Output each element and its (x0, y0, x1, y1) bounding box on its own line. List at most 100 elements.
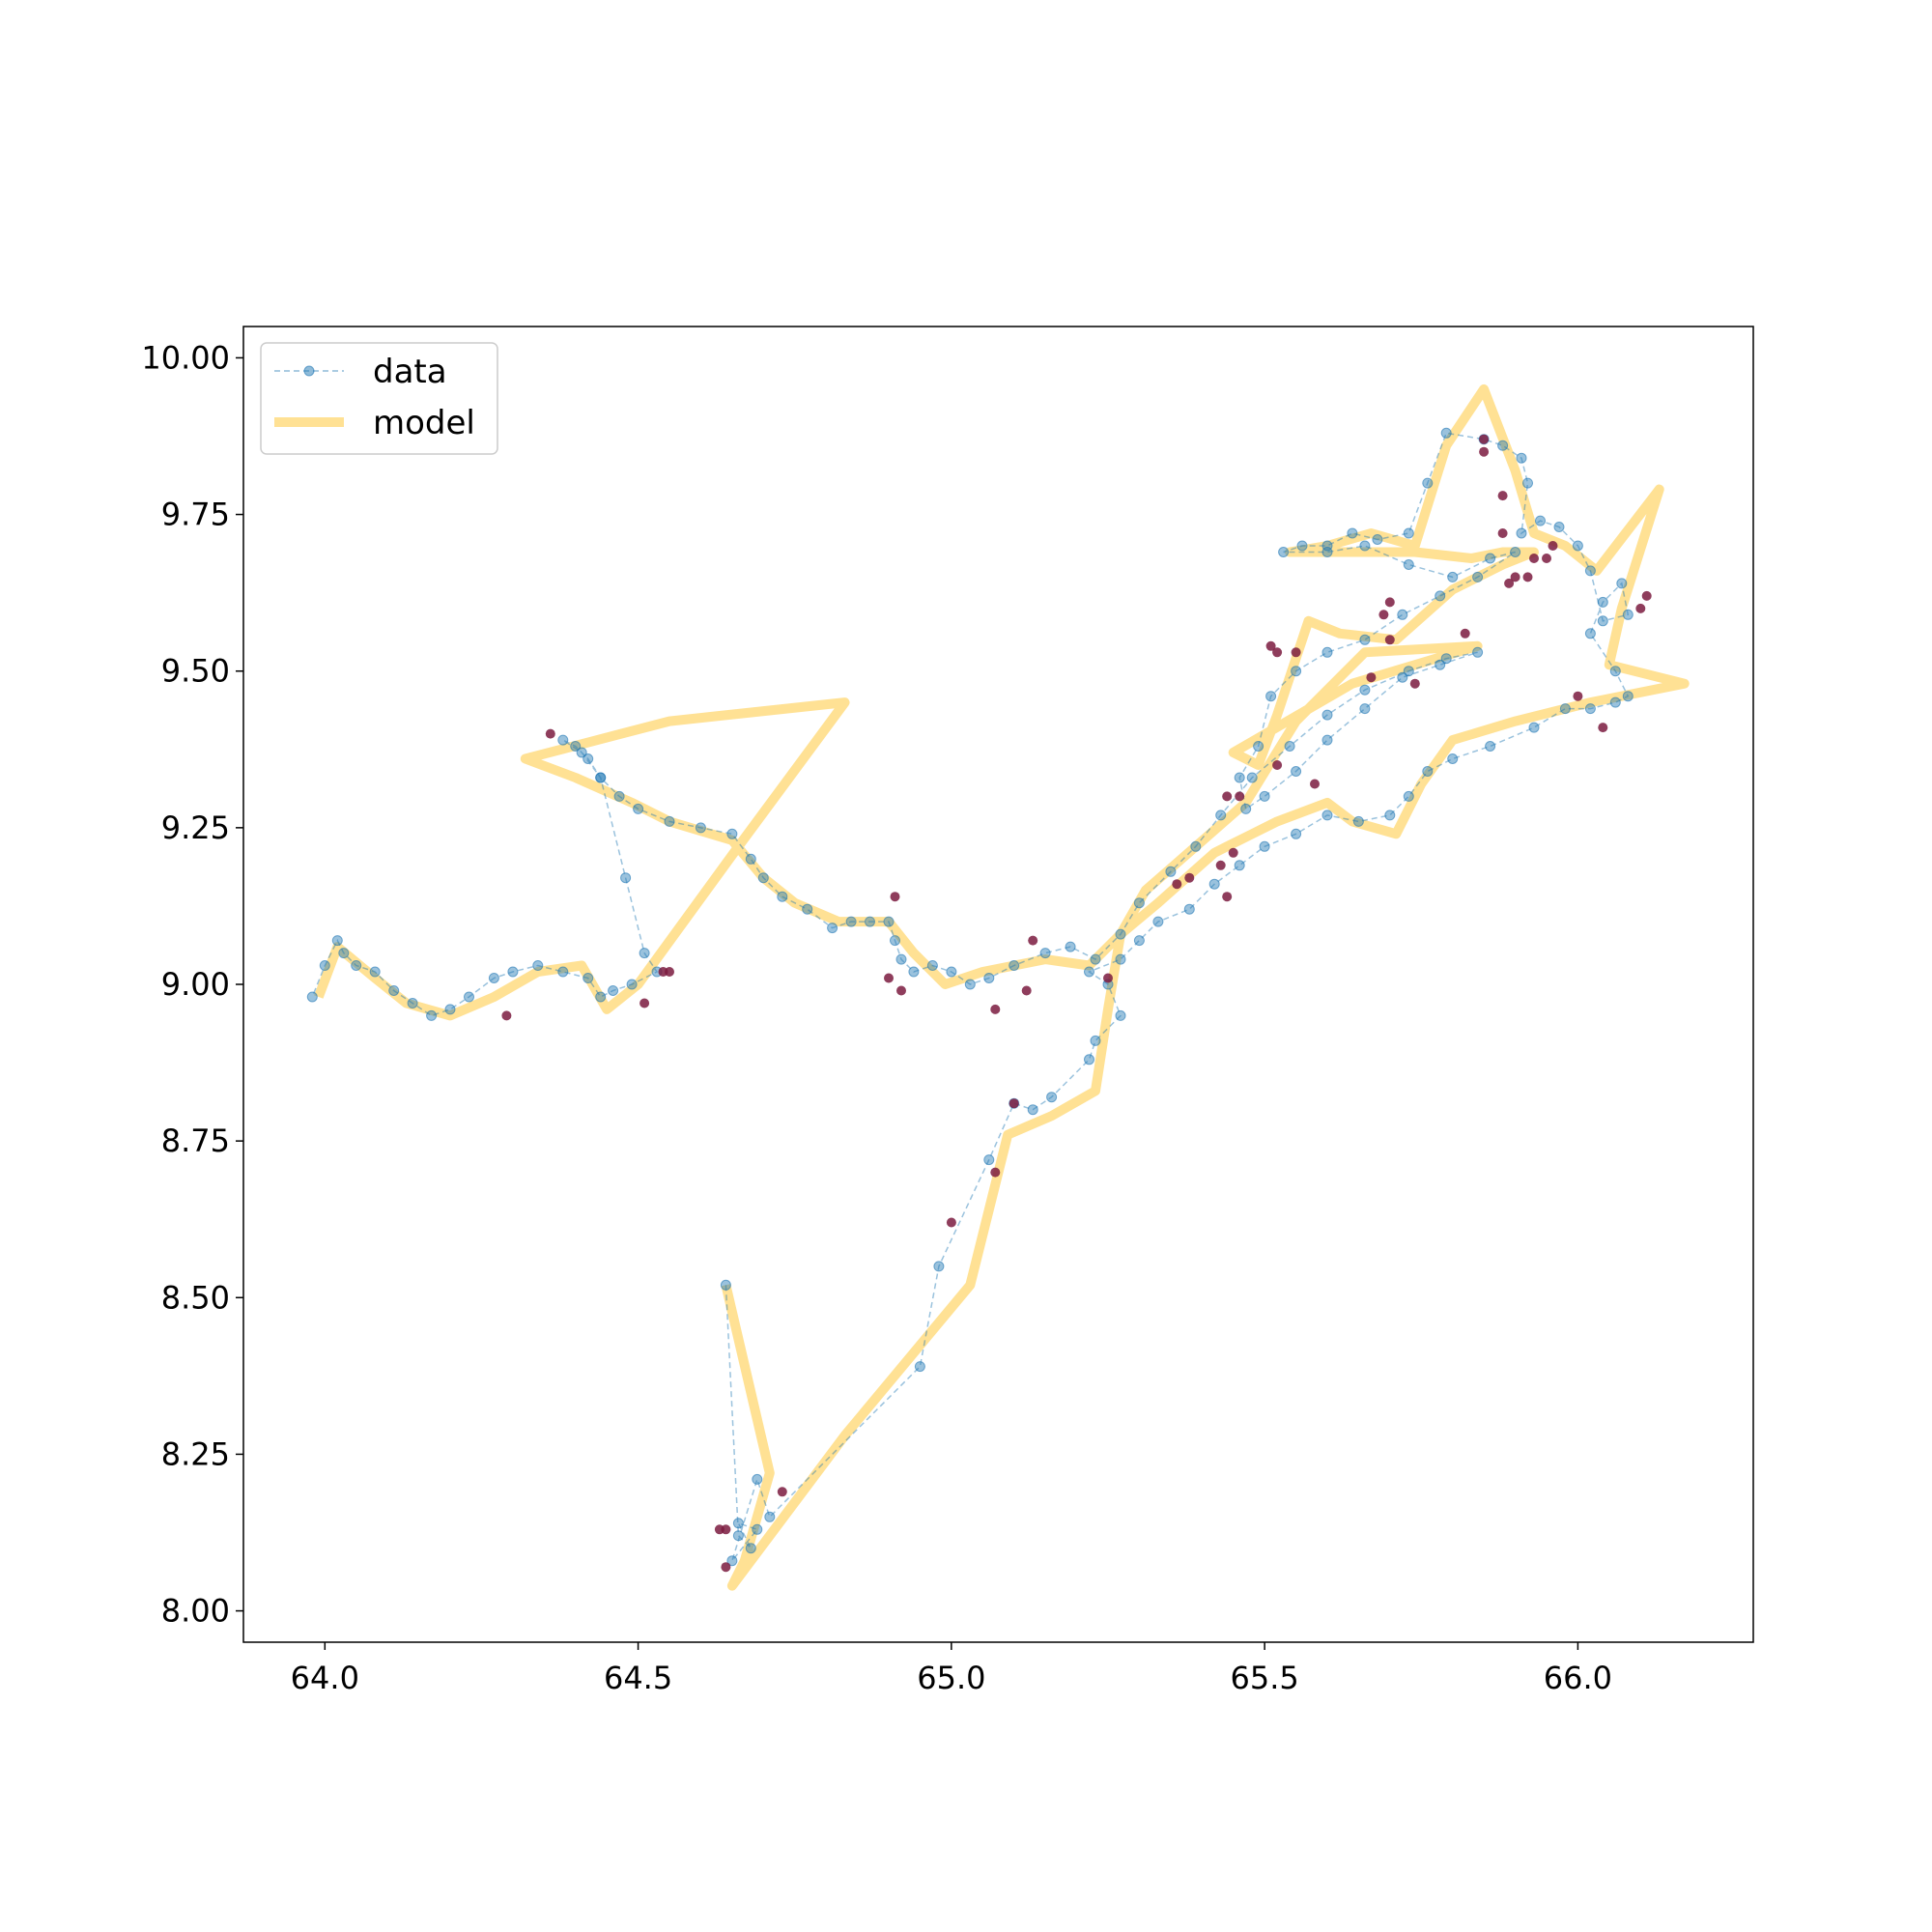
data-point (1485, 741, 1496, 752)
data-point (582, 973, 594, 983)
data-point (1133, 897, 1145, 909)
data-point (1234, 860, 1245, 871)
data-point (1009, 960, 1020, 971)
data-point (1397, 671, 1408, 683)
data-point (1284, 741, 1295, 752)
data-point (883, 916, 895, 927)
data-point (1422, 766, 1434, 777)
data-point (1321, 646, 1333, 658)
data-point (331, 935, 343, 947)
plot-area (242, 326, 1754, 1643)
outlier-point (1222, 892, 1233, 902)
data-point (745, 853, 756, 865)
data-point (1440, 653, 1452, 665)
data-point (557, 734, 569, 746)
data-point (407, 998, 418, 1009)
data-point (488, 973, 499, 983)
data-point (1447, 753, 1459, 764)
x-tick-label: 64.0 (291, 1660, 359, 1696)
legend-label-model: model (373, 404, 475, 442)
data-point (1259, 840, 1270, 852)
y-tick-label: 8.50 (161, 1279, 230, 1316)
data-point (369, 966, 381, 978)
y-axis: 8.00 8.25 8.50 8.75 9.00 9.25 9.50 9.75 10.00 (141, 339, 243, 1630)
data-point (426, 1009, 438, 1021)
legend-label-data: data (373, 353, 447, 391)
data-point (1440, 427, 1452, 439)
data-point (1183, 903, 1195, 915)
data-point (1321, 709, 1333, 721)
outlier-point (1409, 678, 1420, 689)
data-point (1359, 703, 1371, 715)
data-point (1347, 527, 1358, 539)
outlier-point (1228, 847, 1238, 858)
data-point (1065, 941, 1076, 952)
data-point (1253, 741, 1264, 752)
data-point (946, 966, 957, 978)
outlier-point (1310, 779, 1320, 789)
outlier-point (1272, 647, 1283, 658)
data-point (664, 815, 675, 827)
data-point (1321, 734, 1333, 746)
data-point (964, 979, 976, 990)
x-tick-label: 64.5 (604, 1660, 672, 1696)
outlier-point (1529, 554, 1539, 563)
data-point (1510, 547, 1521, 557)
data-point (1133, 935, 1145, 947)
outlier-point (501, 1010, 512, 1021)
data-point (1584, 628, 1596, 639)
data-point (507, 966, 519, 978)
data-point (908, 966, 920, 978)
y-tick-label: 10.00 (141, 339, 230, 376)
data-point (720, 1279, 731, 1291)
outlier-point (1184, 872, 1195, 883)
data-point (1291, 828, 1302, 839)
data-point (319, 960, 330, 971)
data-point (608, 985, 619, 996)
data-point (1359, 684, 1371, 696)
data-point (1359, 634, 1371, 645)
outlier-point (1021, 985, 1032, 996)
outlier-point (1291, 647, 1301, 658)
data-point (595, 772, 607, 783)
data-point (1240, 803, 1252, 814)
data-point (1296, 540, 1308, 552)
data-point (1497, 440, 1509, 451)
data-point (1597, 615, 1608, 627)
data-point (1584, 703, 1596, 715)
data-point (639, 948, 650, 959)
outlier-point (1222, 791, 1233, 802)
outlier-point (1542, 554, 1551, 563)
data-point (1352, 815, 1364, 827)
outlier-point (1384, 635, 1395, 645)
data-point (626, 979, 638, 990)
data-point (726, 1555, 738, 1567)
outlier-point (990, 1167, 1001, 1178)
data-point (926, 960, 938, 971)
data-point (764, 1511, 776, 1522)
data-point (1115, 1009, 1126, 1021)
data-point (983, 1154, 995, 1166)
data-point (1084, 1054, 1094, 1065)
data-point (1403, 666, 1414, 677)
outlier-point (721, 1524, 731, 1535)
outlier-point (1235, 791, 1245, 802)
x-tick-label: 66.0 (1544, 1660, 1612, 1696)
data-point (1321, 810, 1333, 821)
outlier-point (1172, 879, 1182, 890)
data-point (1572, 540, 1583, 552)
data-point (1359, 540, 1371, 552)
data-point (1622, 691, 1634, 702)
data-point (1609, 666, 1621, 677)
y-tick-label: 8.75 (161, 1122, 230, 1159)
outlier-point (1378, 610, 1389, 620)
data-point (576, 747, 587, 758)
data-point (1435, 590, 1446, 602)
data-point (752, 1523, 763, 1535)
outlier-point (1641, 590, 1652, 601)
data-point (1321, 547, 1333, 557)
y-tick-label: 9.75 (161, 497, 230, 533)
data-point (1403, 790, 1414, 802)
outlier-point (1028, 935, 1038, 946)
outlier-point (1479, 434, 1490, 444)
